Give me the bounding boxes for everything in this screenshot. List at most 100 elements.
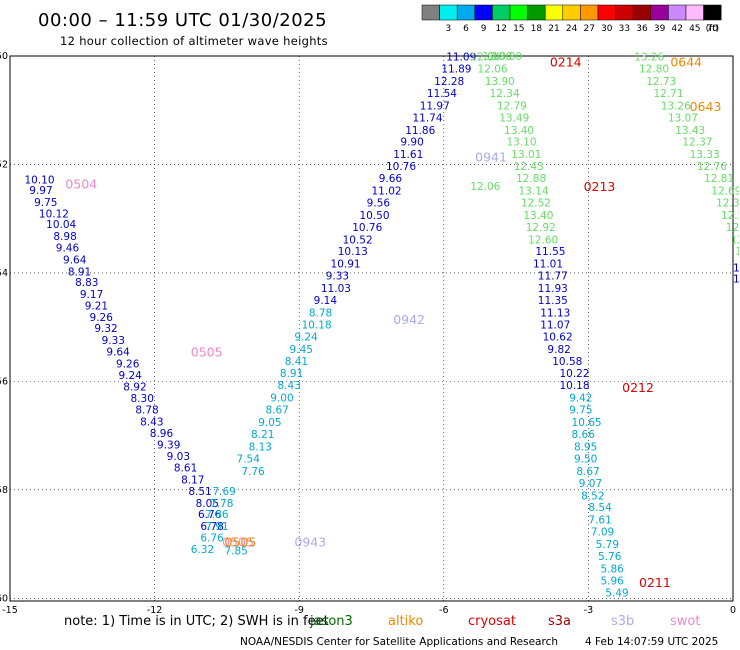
legend-swatch bbox=[668, 4, 687, 21]
pass-time-label: 0643 bbox=[690, 99, 722, 114]
swh-value-0504: 6.76 bbox=[198, 509, 222, 521]
legend-swatch bbox=[562, 4, 581, 21]
legend-swatch bbox=[474, 4, 493, 21]
swh-value-0504: 8.96 bbox=[150, 428, 174, 440]
satellite-cryosat: cryosat bbox=[468, 614, 516, 629]
swh-value-0505: 7.85 bbox=[224, 546, 247, 558]
swh-value-0504: 8.91 bbox=[68, 266, 91, 278]
pass-time-label: 0644 bbox=[670, 54, 702, 69]
swh-value-0213: 11.77 bbox=[538, 271, 568, 283]
legend-swatch bbox=[509, 4, 528, 21]
swh-value-0943: 8.13 bbox=[249, 441, 272, 453]
axis-ticks: -15 -12 -9 -6 -3 0 -50 -52 -54 -56 -58 -60 bbox=[0, 51, 736, 616]
swh-value-0942: 11.09 bbox=[446, 52, 476, 64]
pass-time-label: 0505 bbox=[191, 345, 223, 360]
swh-value-0505: 7.91 bbox=[205, 521, 228, 533]
footer-credit: NOAA/NESDIS Center for Satellite Applica… bbox=[240, 636, 558, 648]
legend-bin-label: 3 bbox=[446, 24, 452, 34]
swh-value-0644: 13.26 bbox=[634, 52, 664, 64]
swh-value-0941: 13.49 bbox=[499, 112, 529, 124]
swh-value-0212: 5.79 bbox=[596, 539, 619, 551]
swh-value-0941: 13.40 bbox=[523, 210, 553, 222]
swh-value-0504: 9.21 bbox=[85, 300, 108, 312]
swh-value-0213: 10.18 bbox=[559, 380, 589, 392]
pass-time-label: 0213 bbox=[584, 179, 616, 194]
swh-value-0504: 8.43 bbox=[140, 417, 163, 429]
legend-bin-label: 39 bbox=[654, 24, 666, 34]
legend-bin-label: 9 bbox=[481, 24, 487, 34]
swh-value-0505: 7.78 bbox=[210, 498, 233, 510]
swh-value-0213: 11.93 bbox=[538, 283, 568, 295]
legend-swatch bbox=[632, 4, 652, 21]
swh-value-0942: 11.02 bbox=[372, 185, 402, 197]
legend-swatch bbox=[597, 4, 616, 21]
swh-value-0644: 12.73 bbox=[646, 76, 676, 88]
swh-value-0943: 8.78 bbox=[309, 308, 332, 320]
swh-value-0943: 9.05 bbox=[258, 417, 281, 429]
swh-value-0504: 10.12 bbox=[39, 208, 69, 220]
swh-value-0213: 11.01 bbox=[533, 259, 563, 271]
swh-value-0942: 9.14 bbox=[314, 295, 338, 307]
swh-value-0943: 7.54 bbox=[237, 453, 261, 465]
swh-value-0941: 12.34 bbox=[490, 88, 520, 100]
swh-value-0943: 8.21 bbox=[251, 429, 274, 441]
y-tick-label: -60 bbox=[0, 593, 8, 604]
swh-value-0212: 8.66 bbox=[572, 429, 596, 441]
swh-value-0942: 11.89 bbox=[441, 63, 471, 75]
swh-value-0941: 12.79 bbox=[497, 100, 527, 112]
swh-value-0212: 7.09 bbox=[591, 527, 614, 539]
swh-value-0212: 9.75 bbox=[569, 405, 592, 417]
swh-value-0212: 5.86 bbox=[600, 563, 624, 575]
swh-value-0942: 9.66 bbox=[379, 173, 403, 185]
swh-value-0504: 9.64 bbox=[106, 347, 130, 359]
chart-subtitle: 12 hour collection of altimeter wave hei… bbox=[60, 34, 328, 48]
swh-value-0941: 12.06 bbox=[470, 181, 500, 193]
x-tick-label: -15 bbox=[2, 605, 18, 616]
legend-bin-label: 45 bbox=[689, 24, 700, 34]
swh-value-0941: 13.01 bbox=[511, 149, 541, 161]
pass-time-label: 0504 bbox=[65, 176, 97, 191]
swh-value-0214: 12.80 bbox=[482, 51, 512, 63]
swh-value-0644: 12.05 bbox=[726, 222, 740, 234]
swh-value-0212: 5.49 bbox=[605, 587, 628, 599]
swh-value-0504: 8.05 bbox=[196, 498, 219, 510]
swh-value-0643: 11. bbox=[733, 262, 740, 274]
swh-value-0212: 8.54 bbox=[588, 502, 612, 514]
swh-value-0941: 12.92 bbox=[526, 222, 556, 234]
swh-value-0504: 8.92 bbox=[123, 381, 146, 393]
legend-bin-label: 21 bbox=[548, 24, 559, 34]
swh-value-0504: 9.64 bbox=[63, 254, 87, 266]
swh-value-0941: 13.40 bbox=[504, 125, 534, 137]
swh-value-0644: 12.37 bbox=[682, 137, 712, 149]
swh-value-0941: 12.88 bbox=[516, 173, 546, 185]
legend-swatch bbox=[580, 4, 599, 21]
color-scale-legend: 3 6 9 12 15 18 21 24 27 30 33 36 39 42 45 70(ft) bbox=[421, 4, 722, 34]
swh-value-0941: 12.43 bbox=[514, 161, 544, 173]
swh-value-0942: 10.76 bbox=[352, 222, 382, 234]
swh-value-0644: 12.69 bbox=[711, 185, 740, 197]
swh-value-0943: 9.00 bbox=[270, 393, 293, 405]
swh-value-0941: 13.14 bbox=[519, 185, 549, 197]
swh-value-0212: 8.67 bbox=[576, 466, 599, 478]
pass-time-label: 0942 bbox=[393, 312, 425, 327]
swh-value-0644: 12.71 bbox=[653, 88, 683, 100]
satellite-legend: jason3 altiko cryosat s3a s3b swot bbox=[309, 614, 700, 629]
legend-bin-label: 30 bbox=[601, 24, 613, 34]
swh-value-0504: 10.04 bbox=[46, 219, 76, 231]
swh-value-0504: 9.24 bbox=[118, 370, 142, 382]
swh-value-0942: 11.97 bbox=[420, 100, 450, 112]
swh-value-0941: 12.06 bbox=[478, 63, 508, 75]
plot-frame bbox=[9, 55, 734, 602]
pass-time-label: 0212 bbox=[622, 380, 654, 395]
plot-area bbox=[9, 55, 734, 602]
swh-value-0943: 8.91 bbox=[280, 368, 303, 380]
swh-value-0504: 8.83 bbox=[75, 277, 98, 289]
satellite-jason3: jason3 bbox=[309, 614, 353, 629]
satellite-altiko: altiko bbox=[388, 614, 423, 629]
y-tick-label: -50 bbox=[0, 51, 8, 62]
swh-value-0644: 13.07 bbox=[668, 112, 698, 124]
swh-value-0504: 9.26 bbox=[90, 312, 114, 324]
swh-value-0644: 12.80 bbox=[639, 63, 669, 75]
swh-value-0643: 11 bbox=[733, 273, 740, 285]
